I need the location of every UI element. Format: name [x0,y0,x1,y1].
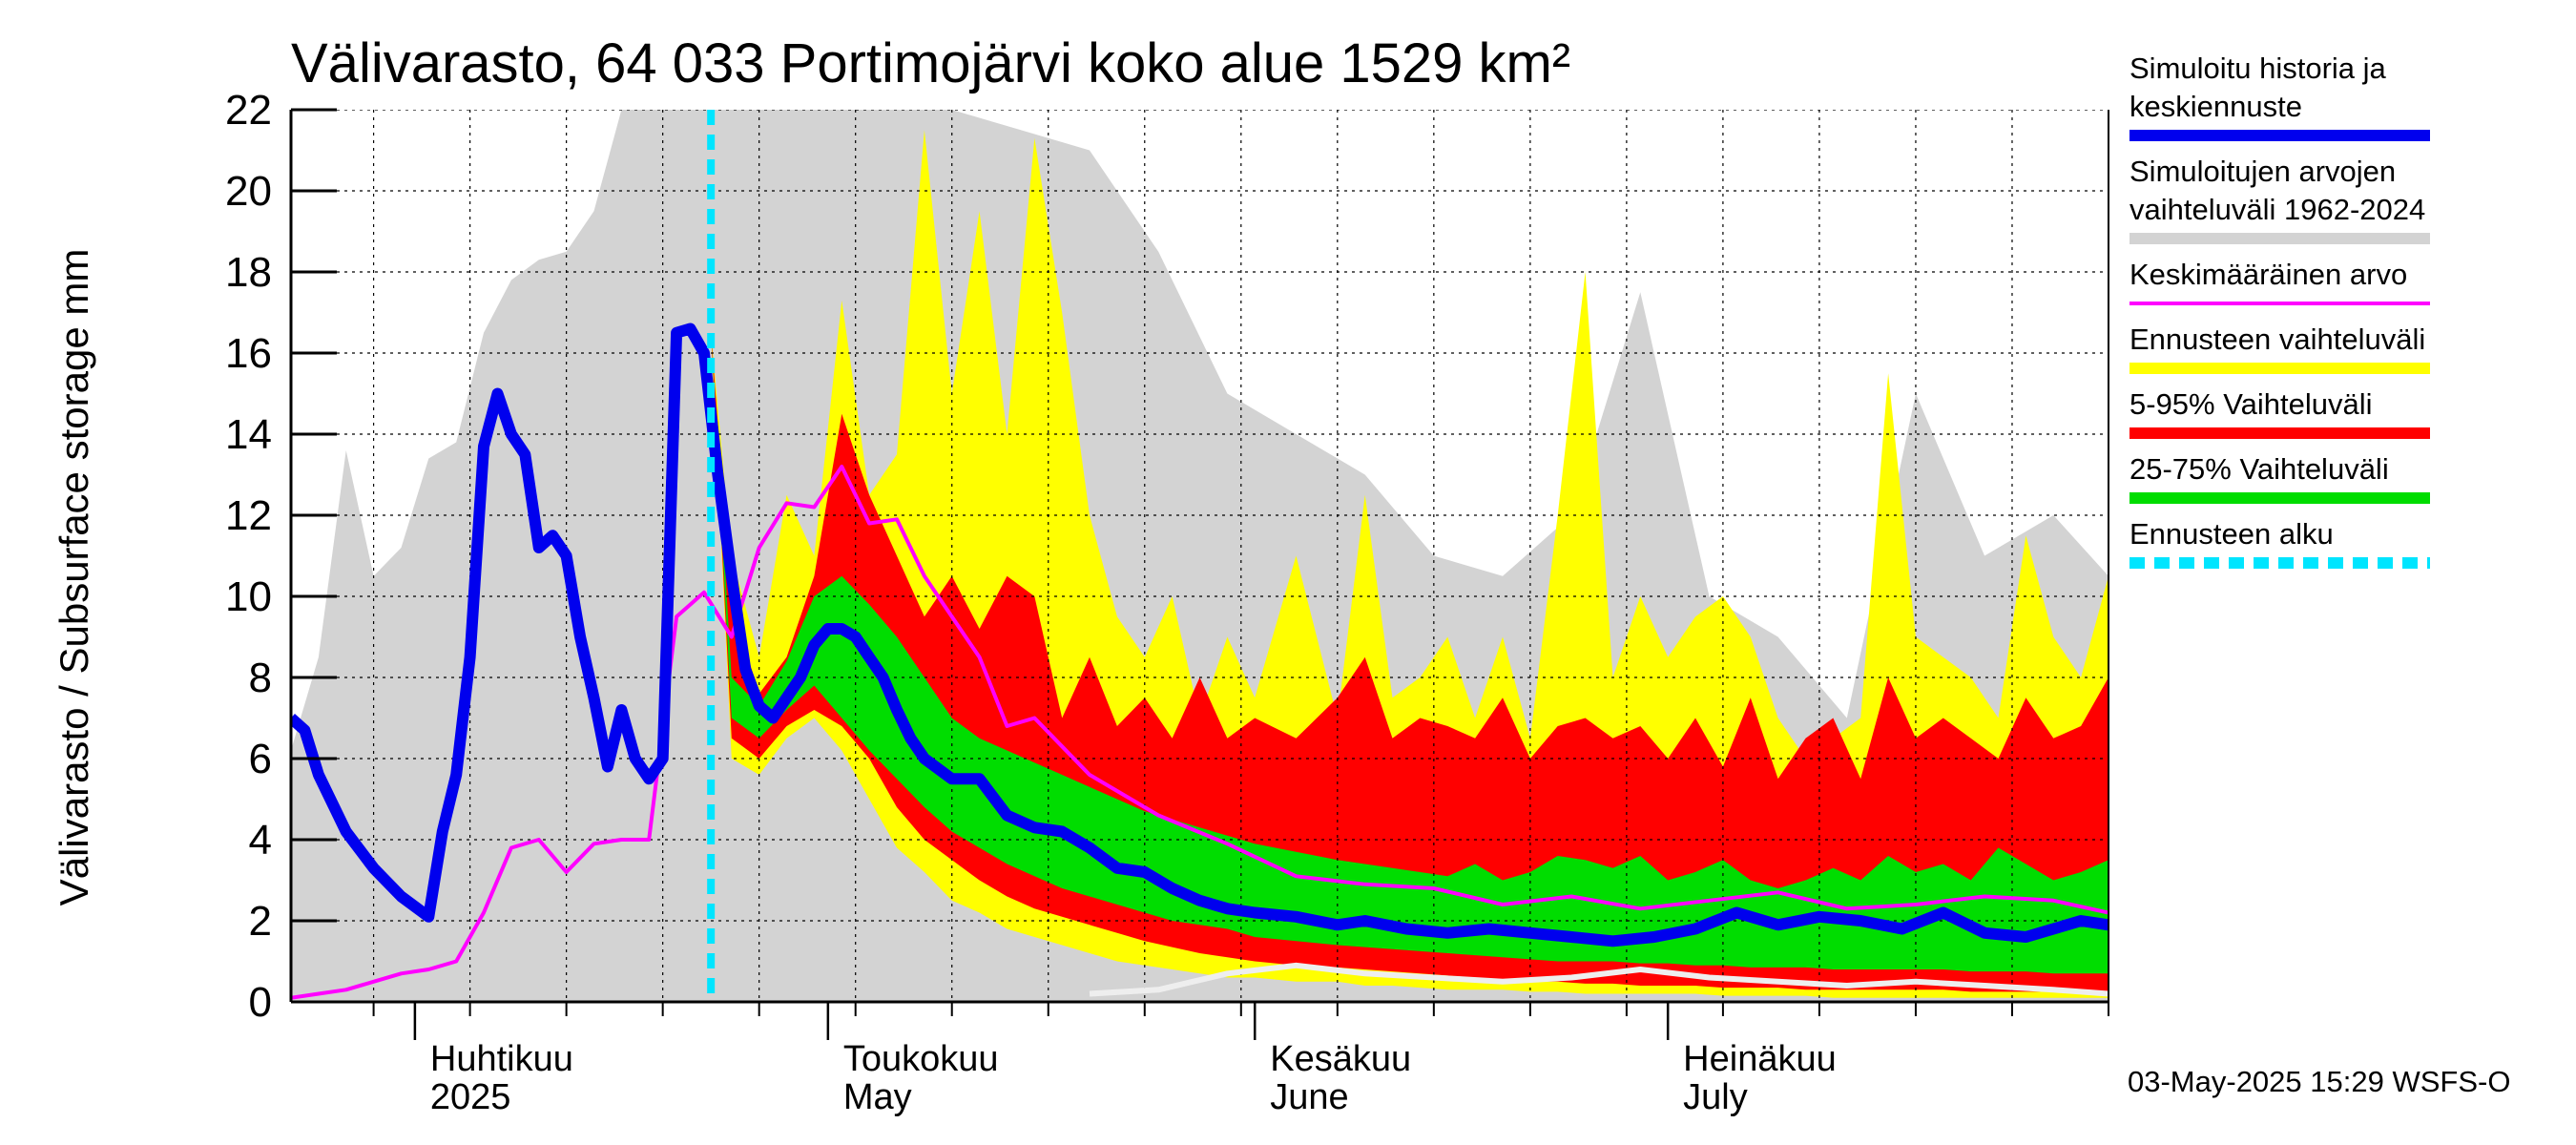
y-tick-label: 2 [249,898,272,945]
y-tick-label: 20 [225,168,272,215]
legend: Simuloitu historia ja keskiennuste Simuloi… [2129,52,2430,569]
legend-label: Simuloitujen arvojen [2129,155,2396,188]
y-tick-label: 8 [249,655,272,701]
mean-value-line [291,465,2109,1000]
y-axis-label: Välivarasto / Subsurface storage mm [52,249,96,906]
y-tick-label: 14 [225,411,272,458]
y-tick-label: 18 [225,249,272,296]
x-tick-label: 2025 [430,1077,511,1117]
minimum-forecast-line [1089,962,2109,997]
forecast-25-75-band [711,332,2109,974]
y-tick-label: 16 [225,330,272,377]
x-tick-label: Huhtikuu [430,1039,573,1079]
legend-label: Simuloitu historia ja [2129,52,2387,85]
x-tick-label: July [1683,1077,1748,1117]
simulated-median-line [291,323,2109,947]
y-tick-label: 12 [225,492,272,539]
legend-label: Keskimääräinen arvo [2129,258,2407,291]
legend-label: keskiennuste [2129,90,2302,123]
y-tick-label: 0 [249,979,272,1026]
legend-label: vaihteluväli 1962-2024 [2129,193,2425,226]
x-tick-label: June [1270,1077,1348,1117]
x-tick-label: Kesäkuu [1270,1039,1411,1079]
x-tick-label: May [843,1077,912,1117]
legend-label: Ennusteen alku [2129,517,2334,551]
legend-label: 25-75% Vaihteluväli [2129,452,2389,486]
y-tick-label: 4 [249,817,272,864]
grid [291,110,2109,1002]
y-tick-label: 22 [225,87,272,134]
y-tick-label: 10 [225,573,272,620]
plot-area [291,110,2109,1002]
x-tick-label: Heinäkuu [1683,1039,1837,1079]
legend-label: Ennusteen vaihteluväli [2129,323,2425,356]
x-tick-label: Toukokuu [843,1039,999,1079]
y-tick-label: 6 [249,736,272,782]
chart-title: Välivarasto, 64 033 Portimojärvi koko al… [291,32,1570,94]
timestamp-footer: 03-May-2025 15:29 WSFS-O [2128,1065,2510,1098]
legend-label: 5-95% Vaihteluväli [2129,387,2372,421]
